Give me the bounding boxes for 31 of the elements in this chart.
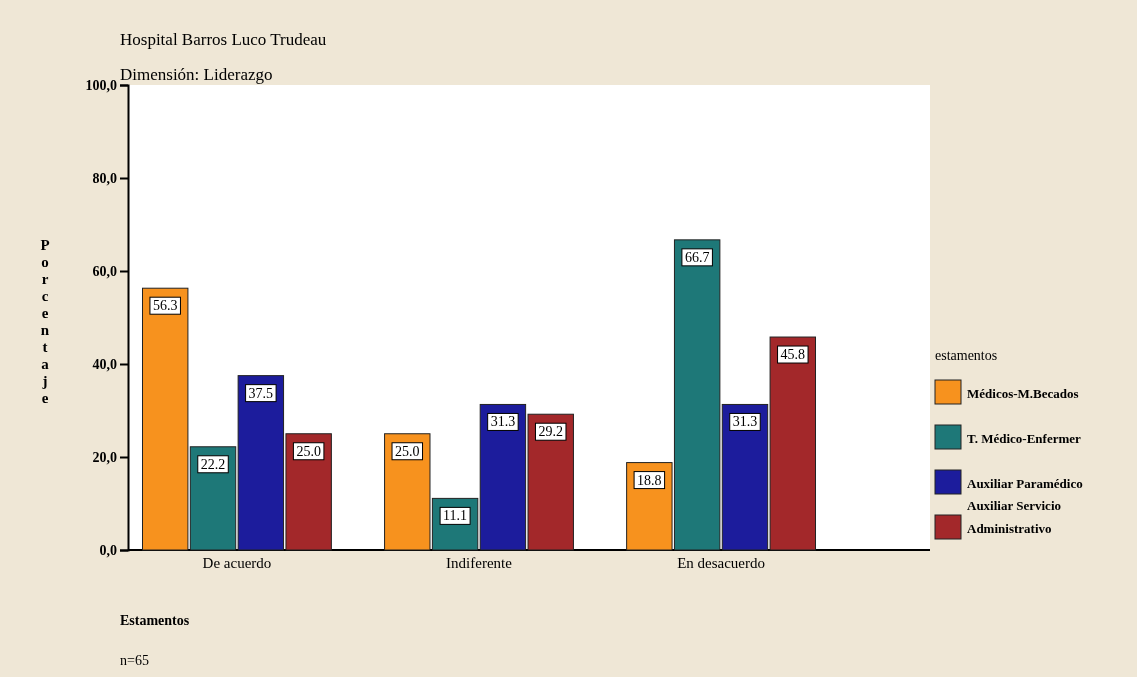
text: n=65	[120, 653, 149, 668]
y-tick-label: 60,0	[92, 263, 117, 279]
data-label: 45.8	[780, 347, 806, 363]
data-label: 56.3	[152, 298, 178, 314]
y-tick-label: 0,0	[99, 542, 117, 558]
legend-label: Administrativo	[967, 521, 1052, 536]
legend-label: Médicos-M.Becados	[967, 386, 1079, 401]
data-label: 25.0	[296, 443, 321, 459]
y-tick-label: 20,0	[92, 449, 117, 465]
data-label: 31.3	[490, 414, 516, 430]
data-label: 11.1	[443, 508, 468, 524]
y-tick-label: 80,0	[92, 170, 117, 186]
x-tick-label: Indiferente	[446, 555, 513, 571]
x-axis-title: Estamentos	[120, 613, 190, 628]
legend-label: Auxiliar Paramédico Auxiliar Servicio	[967, 476, 1083, 513]
data-label: 37.5	[248, 385, 274, 401]
data-label: 66.7	[684, 249, 710, 265]
legend-title: estamentos	[935, 348, 998, 363]
data-label: 18.8	[637, 472, 662, 488]
x-tick-label: De acuerdo	[202, 555, 272, 571]
y-tick-label: 100,0	[85, 77, 117, 93]
text: Porcentaje	[40, 237, 50, 406]
y-tick-label: 40,0	[92, 356, 117, 372]
legend-label: T. Médico-Enfermer	[967, 431, 1082, 446]
data-label: 29.2	[538, 424, 563, 440]
data-label: 25.0	[395, 443, 420, 459]
data-label: 31.3	[732, 414, 758, 430]
chart-title: Hospital Barros Luco Trudeau	[120, 30, 327, 49]
chart-subtitle: Dimensión: Liderazgo	[120, 65, 273, 84]
data-label: 22.2	[200, 456, 226, 472]
x-tick-label: En desacuerdo	[677, 555, 766, 571]
